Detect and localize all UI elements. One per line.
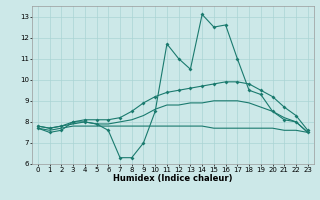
X-axis label: Humidex (Indice chaleur): Humidex (Indice chaleur) — [113, 174, 233, 183]
